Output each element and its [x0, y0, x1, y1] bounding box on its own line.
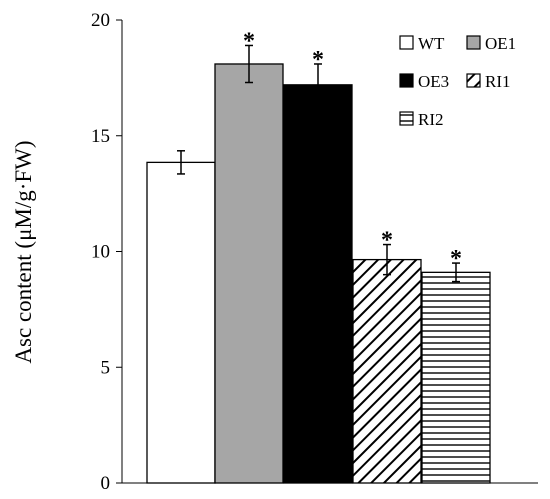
legend-swatch-oe3 [399, 73, 414, 88]
error-bars-group [177, 44, 460, 283]
legend-label-oe1: OE1 [485, 34, 516, 53]
significance-star: * [243, 28, 255, 54]
significance-markers: * * * * [243, 28, 462, 272]
significance-star: * [450, 246, 462, 272]
legend-swatch-ri2 [399, 111, 414, 126]
legend-label-ri1: RI1 [485, 72, 511, 91]
bar-oe1 [214, 63, 284, 484]
legend-swatch-oe1 [466, 35, 481, 50]
legend-swatch-ri1 [466, 73, 481, 88]
legend-label-oe3: OE3 [418, 72, 449, 91]
y-tick-label: 15 [91, 126, 110, 147]
bars-group [146, 63, 491, 484]
y-tick-label: 10 [91, 242, 110, 263]
y-tick-label: 20 [91, 10, 110, 31]
bar-ri2 [421, 271, 491, 484]
y-axis-ticks: 0 5 10 15 20 [91, 10, 122, 494]
significance-star: * [381, 228, 393, 254]
legend-swatch-wt [399, 35, 414, 50]
bar-oe3 [283, 84, 353, 484]
significance-star: * [312, 47, 324, 73]
legend-label-ri2: RI2 [418, 110, 444, 129]
y-tick-label: 5 [101, 357, 111, 378]
y-axis-title: Asc content (μM/g·FW) [11, 140, 36, 363]
legend: WT OE1 OE3 RI1 RI2 [399, 34, 516, 129]
bar-wt [146, 161, 216, 484]
legend-label-wt: WT [418, 34, 445, 53]
y-tick-label: 0 [101, 473, 111, 494]
bar-ri1 [352, 258, 422, 484]
